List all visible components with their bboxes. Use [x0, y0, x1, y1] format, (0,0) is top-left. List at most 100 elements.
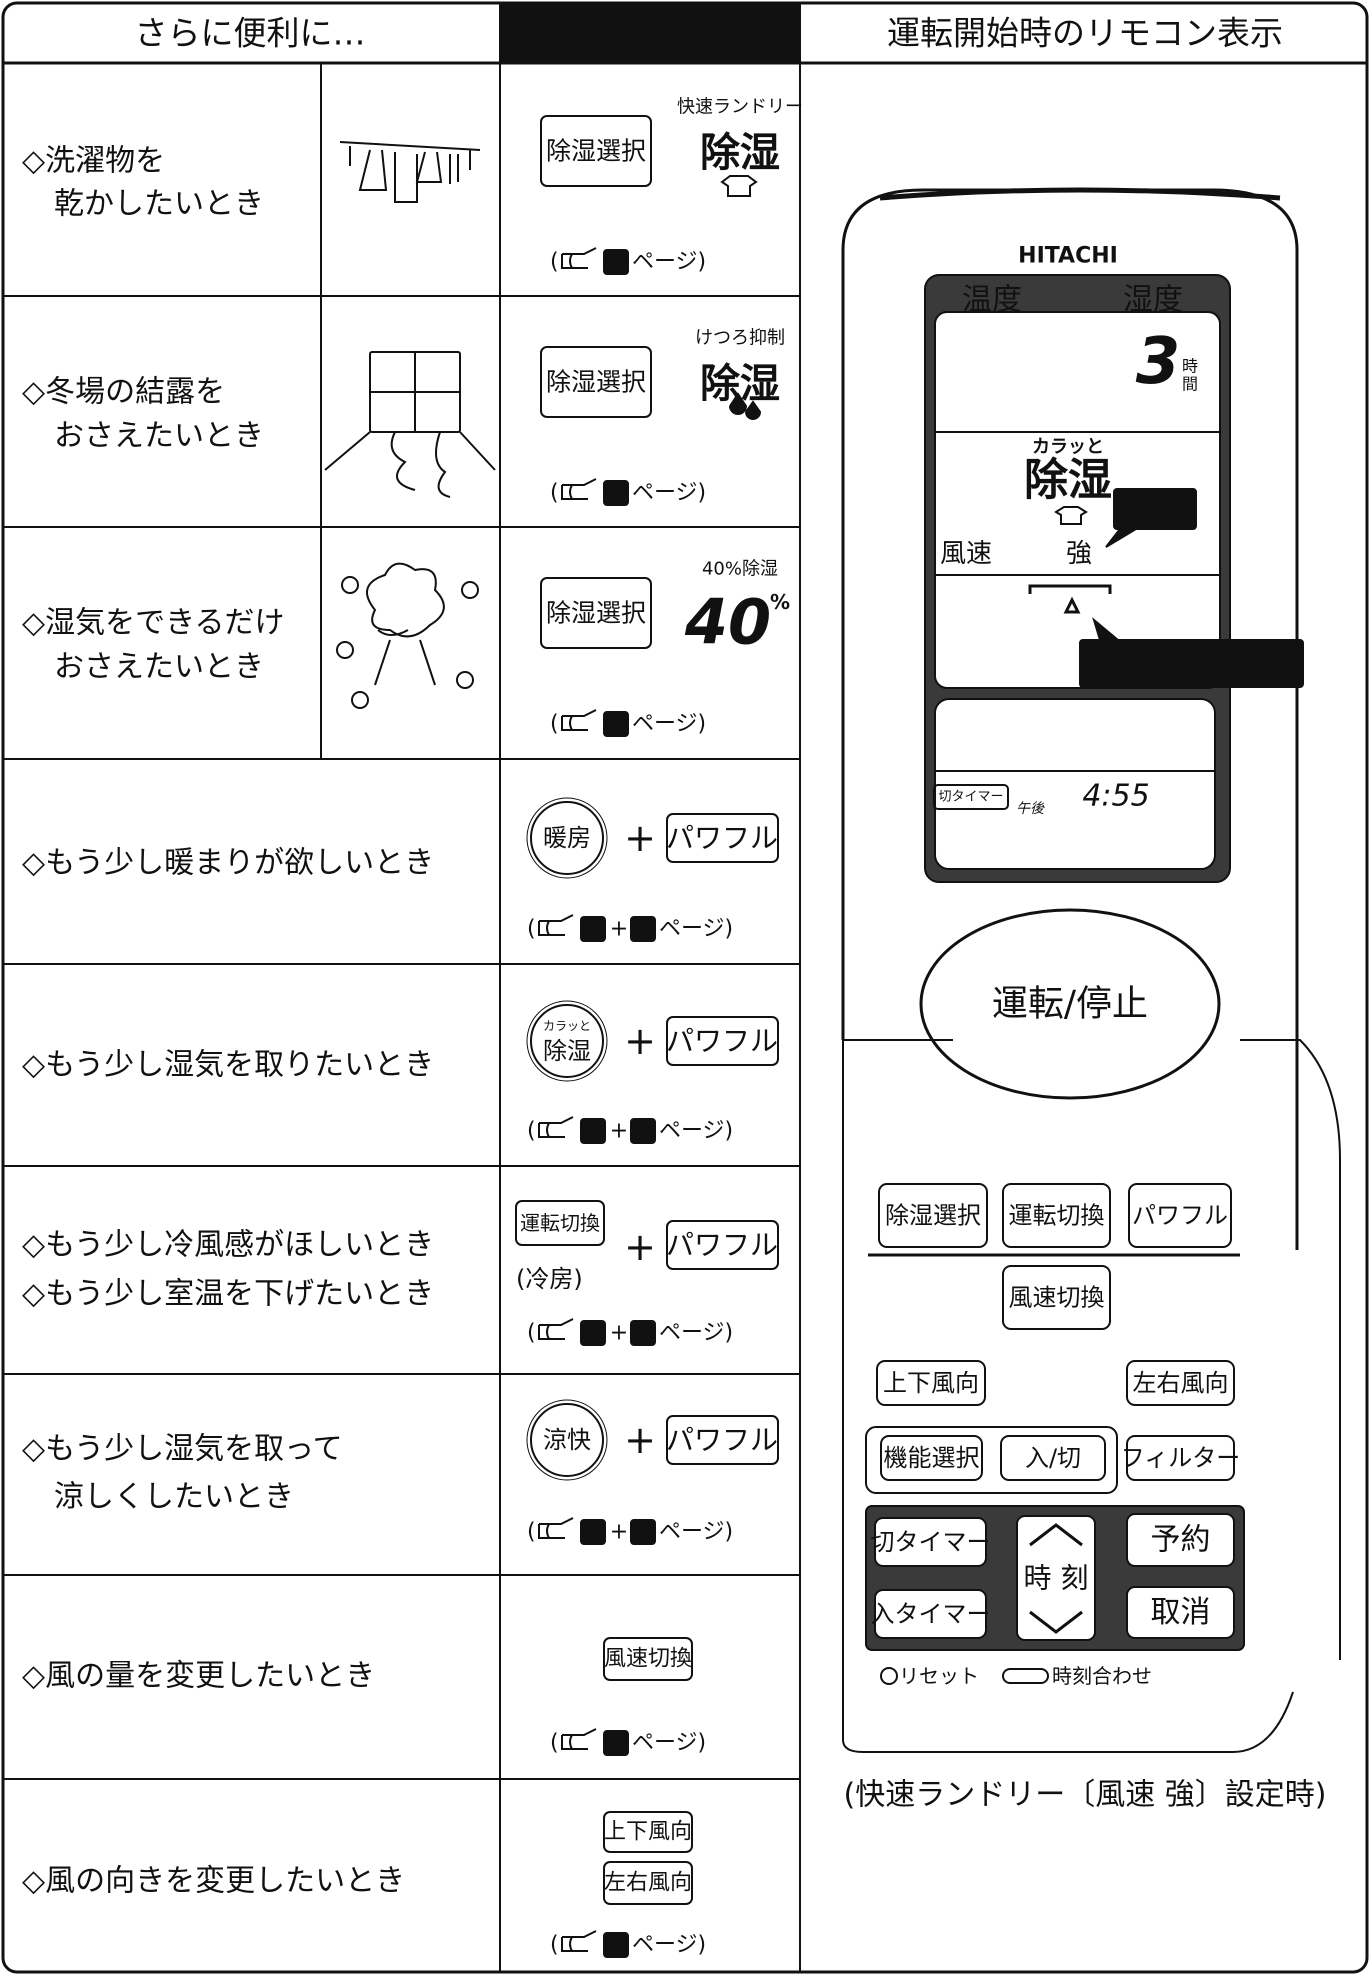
button-box [540, 346, 652, 418]
page-number: 23 [606, 1936, 627, 1954]
remote-button-label: 風速切換 [1009, 1284, 1105, 1312]
page-badge [580, 1519, 606, 1545]
louver-icon [1028, 584, 1112, 614]
remote-button [1000, 1435, 1106, 1481]
remote-body [841, 188, 1299, 1250]
round-button-rim [526, 797, 608, 879]
remote-button-label: 機能選択 [884, 1444, 980, 1472]
page-badge [603, 249, 629, 275]
round-button [530, 1004, 604, 1078]
ref-paren: ( [550, 250, 559, 275]
situation-text: ◇風の向きを変更したいとき [22, 1864, 405, 1899]
callout-box [1079, 639, 1304, 688]
pointing-hand-icon [561, 247, 597, 269]
button-label: 除湿 [543, 1037, 591, 1065]
ref-paren: ( [550, 1933, 559, 1958]
display-caption: 快速ランドリー [677, 97, 803, 118]
ref-plus: + [610, 1520, 628, 1545]
ref-page: ページ) [659, 1520, 733, 1545]
callout-text: 左右風向位置 [1107, 647, 1275, 680]
page-number: 21 [633, 1523, 654, 1541]
round-button-rim [526, 1399, 608, 1481]
callout-pointer [1092, 617, 1119, 641]
remote-button [1016, 1515, 1096, 1641]
pointing-hand-icon [538, 1116, 574, 1138]
page-badge [603, 480, 629, 506]
remote-button-label: 切タイマー [871, 1528, 991, 1556]
situation-text: 涼しくしたいとき [54, 1480, 294, 1515]
column-header: このボタンで運転を [524, 17, 776, 50]
lcd-time: 4:55 [1082, 779, 1149, 814]
situation-text: ◇もう少し室温を下げたいとき [22, 1277, 434, 1312]
lcd-screen-lower [934, 698, 1216, 870]
ref-paren: ( [527, 1520, 536, 1545]
page-number: 17 [583, 1324, 604, 1342]
remote-button [874, 1589, 987, 1639]
callout-box [1113, 488, 1197, 530]
remote-button [1126, 1435, 1235, 1481]
round-button [530, 1403, 604, 1477]
situation-text: ◇冬場の結露を [22, 375, 225, 410]
button-label: パワフル [666, 822, 778, 855]
page-badge [603, 1932, 629, 1958]
button-box [540, 115, 652, 187]
remote-button-label: 上下風向 [883, 1369, 979, 1397]
round-button-rim [526, 1000, 608, 1082]
clock-set-button [1002, 1668, 1049, 1684]
lcd-tag [933, 784, 1009, 810]
pointing-hand-icon [538, 914, 574, 936]
button-box [666, 813, 779, 863]
remote-button-label: 時 刻 [1024, 1562, 1089, 1595]
ref-paren: ( [550, 481, 559, 506]
button-box [603, 1861, 693, 1905]
lcd-label: 風速 [940, 539, 992, 569]
page-number: 18 [583, 920, 604, 938]
button-label: 風速切換 [604, 1647, 692, 1672]
lcd-screen [934, 311, 1221, 689]
button-box [603, 1811, 693, 1853]
moisture-blob [336, 641, 354, 659]
situation-text: ◇湿気をできるだけ [22, 606, 284, 641]
ref-page: ページ) [632, 1731, 706, 1756]
round-button [530, 801, 604, 875]
callout-pointer [1105, 528, 1137, 548]
shirt-icon [720, 175, 758, 197]
lcd-unit: 間 [1182, 375, 1198, 394]
lcd-unit: 時 [1182, 357, 1198, 376]
page-number: 18 [606, 253, 627, 271]
ref-page: ページ) [632, 481, 706, 506]
ref-page: ページ) [632, 712, 706, 737]
humidity-illustration [366, 562, 445, 686]
remote-button [1126, 1586, 1235, 1639]
remote-button-label: 入/切 [1025, 1444, 1081, 1472]
page-number: 17 [606, 1734, 627, 1752]
moisture-blob [456, 671, 474, 689]
button-box [666, 1016, 779, 1066]
page-badge [580, 916, 606, 942]
button-label: 除湿選択 [546, 599, 646, 628]
plus-sign: + [624, 1225, 656, 1269]
button-label: 左右風向 [604, 1871, 692, 1896]
figure-caption: (快速ランドリー〔風速 強〕設定時) [844, 1778, 1327, 1813]
ref-paren: ( [550, 1731, 559, 1756]
ref-plus: + [610, 917, 628, 942]
remote-button [874, 1517, 987, 1567]
pointing-hand-icon [538, 1517, 574, 1539]
page-number: 21 [633, 1122, 654, 1140]
page-badge [630, 1519, 656, 1545]
situation-text: ◇もう少し湿気を取りたいとき [22, 1048, 434, 1083]
situation-text: ◇もう少し湿気を取って [22, 1432, 343, 1467]
ref-paren: ( [527, 1119, 536, 1144]
situation-text: ◇洗濯物を [22, 144, 165, 179]
remote-button [1126, 1513, 1235, 1567]
remote-button [1128, 1183, 1232, 1248]
clock-set-label: 時刻合わせ [1052, 1664, 1152, 1688]
button-label: 除湿選択 [546, 137, 646, 166]
remote-button [1002, 1183, 1111, 1248]
display-digits: 40 [684, 586, 771, 659]
arrow-icons [1029, 1523, 1083, 1634]
callout-text: 風速 [1131, 495, 1179, 523]
display-unit: % [770, 590, 790, 614]
power-label: 運転/停止 [992, 984, 1148, 1025]
situation-text: ◇もう少し冷風感がほしいとき [22, 1228, 434, 1263]
